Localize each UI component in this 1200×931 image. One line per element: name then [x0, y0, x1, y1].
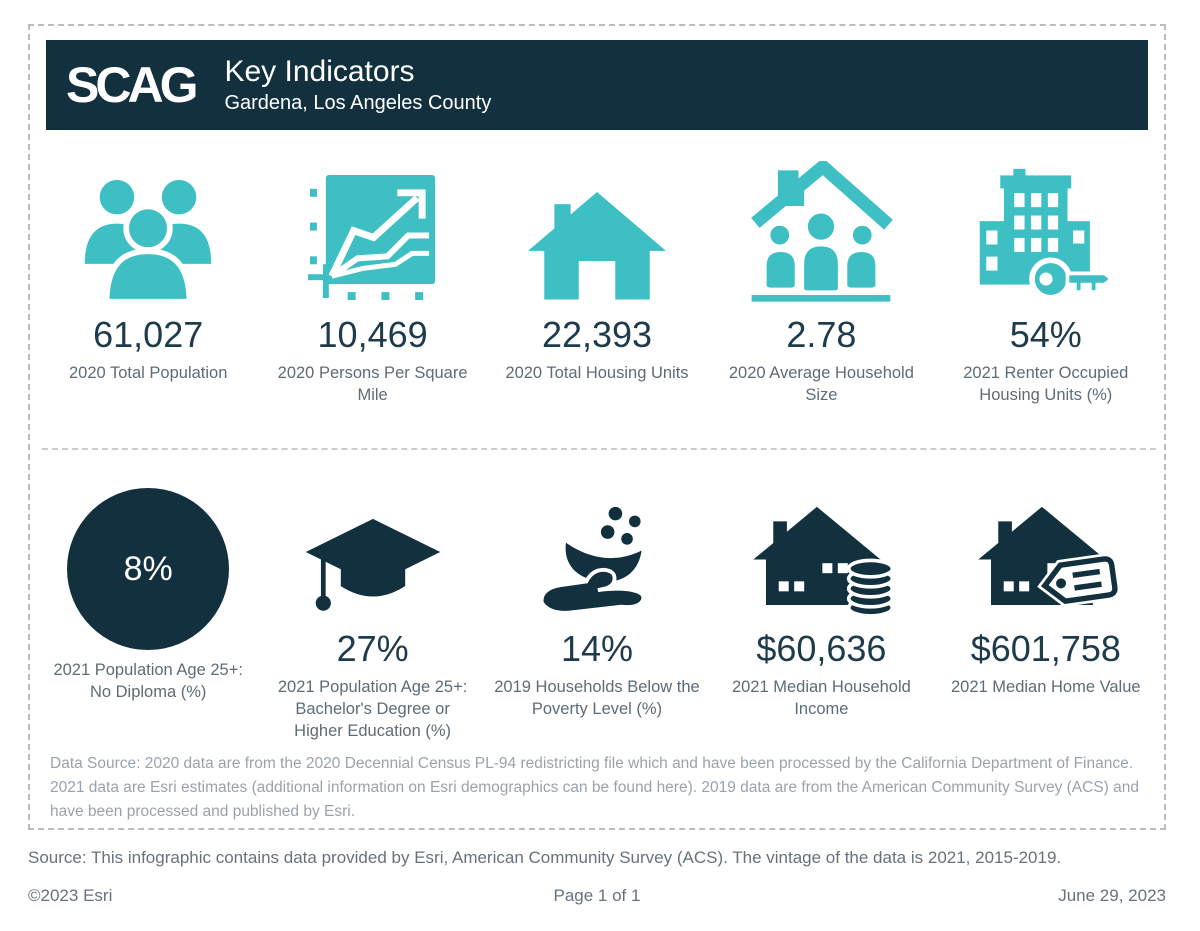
row-divider — [42, 448, 1156, 450]
stat-value: 10,469 — [317, 314, 428, 355]
stat-label: 2021 Population Age 25+: No Diploma (%) — [53, 661, 243, 701]
apartment-key-icon — [979, 168, 1114, 301]
stat-value: 61,027 — [93, 314, 204, 355]
footer-bar: ©2023 Esri Page 1 of 1 June 29, 2023 — [28, 886, 1166, 906]
stat-label: 2021 Median Home Value — [951, 678, 1141, 697]
stat-card-no-diploma: 8% 2021 Population Age 25+: No Diploma (… — [36, 488, 260, 743]
percent-circle-badge: 8% — [67, 488, 230, 650]
stat-label: 2020 Persons Per Square Mile — [277, 364, 468, 405]
page-number: Page 1 of 1 — [553, 886, 641, 905]
stat-card-poverty-level: 14% 2019 Households Below the Poverty Le… — [485, 488, 709, 743]
house-price-tag-icon — [978, 506, 1121, 607]
stat-label: 2020 Total Housing Units — [505, 364, 689, 383]
stats-row-1: 61,027 2020 Total Population — [36, 152, 1158, 407]
giving-hand-icon — [539, 506, 646, 615]
stat-label: 2019 Households Below the Poverty Level … — [494, 678, 700, 719]
stat-label: 2021 Median Household Income — [731, 678, 911, 719]
page-subtitle: Gardena, Los Angeles County — [224, 92, 492, 115]
scag-logo: SCAG — [66, 57, 198, 113]
stat-label: 2020 Average Household Size — [728, 364, 914, 405]
house-icon — [528, 192, 666, 300]
density-chart-icon — [307, 174, 435, 301]
stat-value: $60,636 — [756, 628, 887, 669]
house-coins-icon — [753, 506, 895, 616]
stat-card-median-income: $60,636 2021 Median Household Income — [709, 488, 933, 743]
data-source-note: Data Source: 2020 data are from the 2020… — [50, 755, 1140, 821]
stats-row-2: 8% 2021 Population Age 25+: No Diploma (… — [36, 488, 1158, 743]
stat-label: 2020 Total Population — [68, 364, 228, 383]
key-icon — [1028, 257, 1114, 301]
stat-label: 2021 Renter Occupied Housing Units (%) — [963, 364, 1129, 405]
source-line: Source: This infographic contains data p… — [28, 848, 1062, 867]
stat-card-total-population: 61,027 2020 Total Population — [36, 152, 260, 407]
stat-card-housing-units: 22,393 2020 Total Housing Units — [485, 152, 709, 407]
dashed-frame: SCAG Key Indicators Gardena, Los Angeles… — [28, 24, 1166, 830]
header-bar: SCAG Key Indicators Gardena, Los Angeles… — [46, 40, 1148, 130]
stat-card-renter-occupied: 54% 2021 Renter Occupied Housing Units (… — [934, 152, 1158, 407]
stat-card-bachelors-degree: 27% 2021 Population Age 25+: Bachelor's … — [260, 488, 484, 743]
price-tag-icon — [1036, 553, 1121, 607]
stat-value: 27% — [336, 628, 409, 669]
header-titles: Key Indicators Gardena, Los Angeles Coun… — [224, 55, 491, 116]
stat-value: 2.78 — [786, 314, 857, 355]
household-people-icon — [751, 161, 894, 302]
stat-card-median-home-value: $601,758 2021 Median Home Value — [934, 488, 1158, 743]
stat-value: 22,393 — [541, 314, 653, 355]
coin-stack-icon — [847, 558, 895, 616]
stat-label: 2021 Population Age 25+: Bachelor's Degr… — [277, 678, 468, 740]
stat-card-household-size: 2.78 2020 Average Household Size — [709, 152, 933, 407]
stat-card-persons-per-sq-mile: 10,469 2020 Persons Per Square Mile — [260, 152, 484, 407]
population-icon — [84, 180, 212, 302]
stat-value: 54% — [1009, 314, 1082, 355]
graduation-cap-icon — [305, 518, 440, 611]
stat-value: 8% — [123, 549, 173, 588]
report-date: June 29, 2023 — [1058, 886, 1166, 905]
page-title: Key Indicators — [224, 54, 415, 88]
stat-value: 14% — [560, 628, 634, 669]
copyright-text: ©2023 Esri — [28, 886, 113, 905]
stat-value: $601,758 — [970, 628, 1121, 669]
